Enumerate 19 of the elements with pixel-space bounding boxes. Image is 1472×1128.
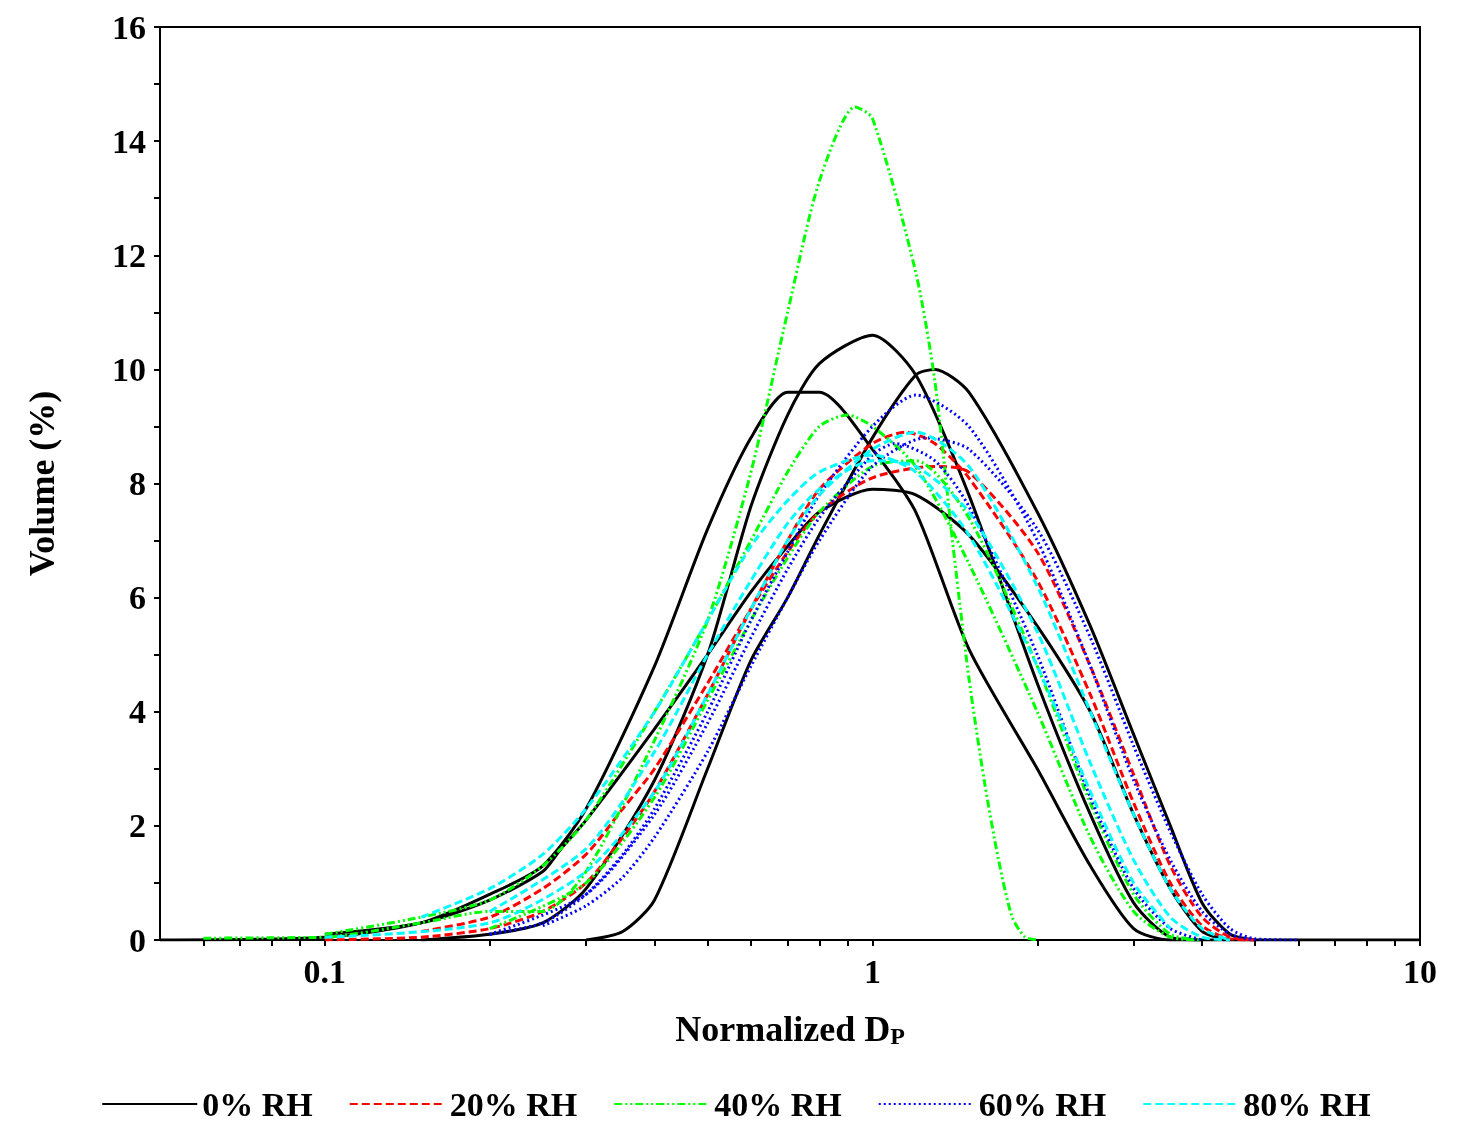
legend-label: 20% RH [449,1085,578,1123]
y-axis-title: Volume (%) [22,390,62,577]
legend-label: 40% RH [714,1085,842,1123]
y-tick-label: 6 [129,579,146,617]
legend-label: 60% RH [978,1085,1107,1123]
y-tick-label: 2 [129,807,146,845]
x-tick-label: 0.1 [303,952,347,990]
y-tick-label: 8 [129,465,146,502]
x-tick-label: 1 [863,952,881,990]
y-tick-label: 16 [112,8,146,46]
y-tick-label: 0 [129,921,146,959]
y-tick-label: 4 [129,693,146,731]
x-tick-label: 10 [1403,952,1437,990]
y-tick-label: 14 [112,122,146,160]
y-tick-label: 12 [112,236,146,274]
x-axis-title: Normalized DP [675,1009,905,1049]
legend-label: 0% RH [202,1085,313,1123]
legend-label: 80% RH [1243,1085,1371,1123]
y-tick-label: 10 [112,350,146,388]
